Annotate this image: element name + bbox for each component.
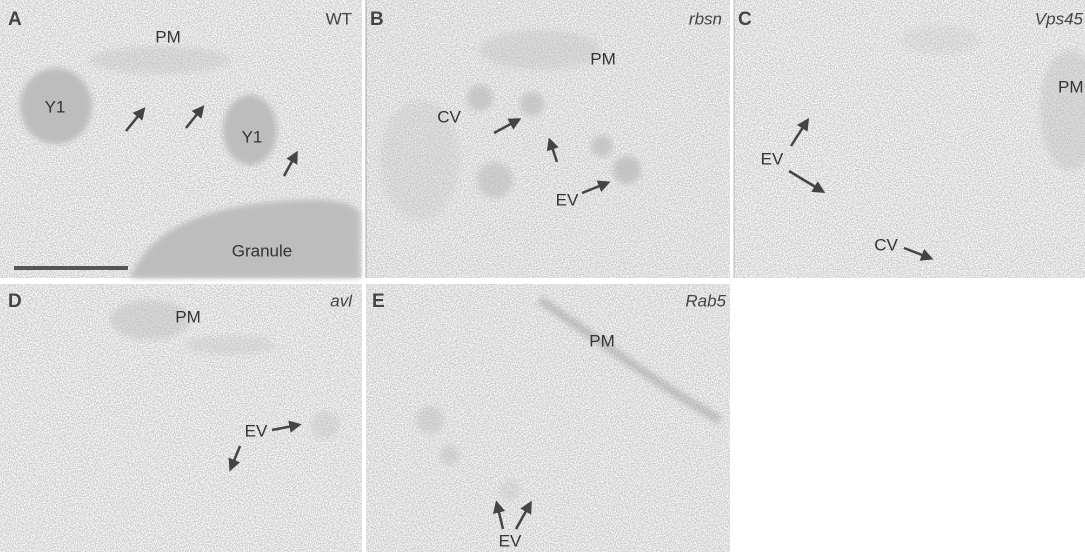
label: EV: [761, 149, 784, 168]
panel-letter: B: [370, 9, 384, 30]
panel-letter: E: [372, 291, 385, 312]
genotype: Rab5: [685, 291, 726, 310]
vesicle: [311, 411, 339, 439]
label: PM: [1058, 77, 1084, 96]
membrane: [900, 25, 980, 55]
gutter: [0, 278, 1085, 284]
vesicle: [613, 156, 641, 184]
genotype: rbsn: [689, 9, 722, 28]
pm: [90, 46, 230, 74]
panel-letter: D: [8, 291, 22, 312]
label: Granule: [232, 241, 292, 260]
label: PM: [175, 307, 201, 326]
genotype: avl: [330, 291, 353, 310]
label: EV: [245, 421, 268, 440]
gutter: [730, 0, 734, 278]
vesicle: [467, 85, 493, 111]
label: PM: [155, 27, 181, 46]
label: EV: [556, 190, 579, 209]
genotype: Vps45: [1035, 9, 1084, 28]
label: CV: [874, 235, 898, 254]
pm: [480, 30, 600, 70]
vesicle: [416, 406, 444, 434]
panel-letter: C: [738, 9, 752, 30]
label: Y1: [242, 127, 263, 146]
blank-area: [730, 284, 1085, 552]
vesicle: [520, 92, 544, 116]
label: Y1: [45, 97, 66, 116]
figure: A WT PM Y1 Y1 Granule B rbsn PM CV EV C …: [0, 0, 1085, 552]
label: EV: [499, 531, 522, 550]
vesicle: [477, 162, 513, 198]
pm: [185, 335, 275, 355]
genotype: WT: [326, 9, 352, 28]
label: PM: [590, 49, 616, 68]
vesicle: [499, 479, 521, 501]
label: PM: [589, 331, 615, 350]
panel-letter: A: [8, 9, 22, 30]
vesicle: [591, 135, 613, 157]
vesicle: [440, 445, 460, 465]
gutter: [362, 0, 366, 552]
label: CV: [437, 107, 461, 126]
